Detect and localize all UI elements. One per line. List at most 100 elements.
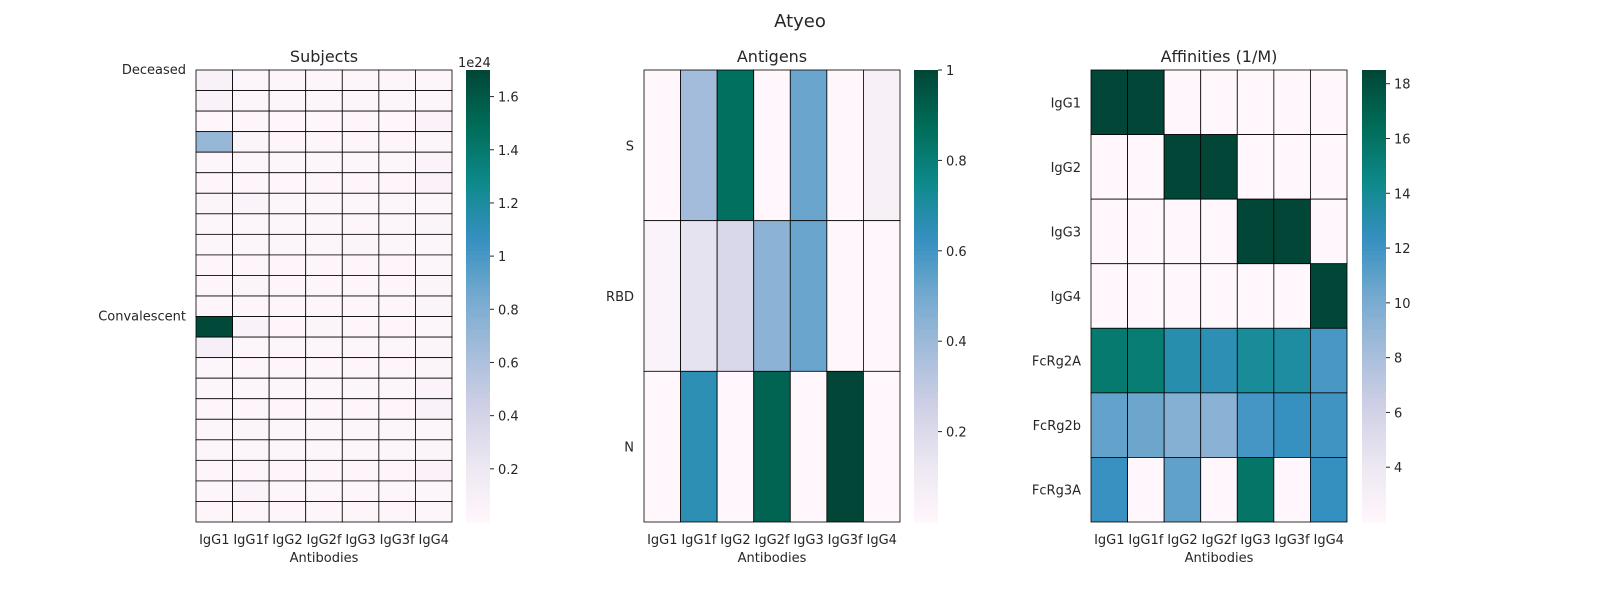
colorbar-strip xyxy=(1362,88,1386,94)
colorbar-strip xyxy=(914,393,938,399)
colorbar-strip xyxy=(1362,311,1386,316)
heatmap-cell xyxy=(1090,263,1128,329)
heatmap-cell xyxy=(415,480,453,502)
colorbar-strip xyxy=(466,115,490,120)
heatmap-cell xyxy=(1273,134,1311,200)
heatmap-cell xyxy=(341,336,380,359)
heatmap-cell xyxy=(341,295,380,317)
colorbar-strip xyxy=(466,356,490,361)
colorbar-strip xyxy=(466,439,490,444)
colorbar-strip xyxy=(466,171,490,177)
x-tick-label: IgG2f xyxy=(306,533,341,548)
heatmap-cell xyxy=(268,295,307,317)
heatmap-cell xyxy=(195,295,233,317)
colorbar-strip xyxy=(914,280,938,286)
colorbar-strip xyxy=(466,198,490,203)
colorbar-strip xyxy=(1362,73,1386,79)
heatmap-cell xyxy=(1090,392,1128,458)
x-tick-label: IgG1 xyxy=(1094,533,1124,548)
colorbar-strip xyxy=(1362,299,1386,305)
heatmap-cell xyxy=(268,316,307,338)
colorbar-strip xyxy=(1362,461,1386,467)
heatmap-cell xyxy=(1310,457,1348,523)
colorbar-tick-label: 0.6 xyxy=(498,356,519,371)
colorbar-strip xyxy=(466,476,490,482)
colorbar-strip xyxy=(466,371,490,376)
colorbar-tick-label: 0.8 xyxy=(946,154,967,169)
colorbar-strip xyxy=(1362,360,1386,365)
colorbar-strip xyxy=(914,363,938,369)
colorbar-strip xyxy=(1362,220,1386,226)
heatmap-cell xyxy=(1236,327,1275,394)
colorbar-strip xyxy=(914,333,938,339)
x-tick-label: IgG2f xyxy=(754,533,789,548)
colorbar-strip xyxy=(1362,386,1386,391)
heatmap-cell xyxy=(378,192,416,215)
colorbar-tick-label: 0.4 xyxy=(946,335,967,350)
colorbar-strip xyxy=(1362,401,1386,406)
heatmap-cell xyxy=(195,90,233,112)
colorbar-strip xyxy=(914,201,938,207)
colorbar-strip xyxy=(914,145,938,150)
colorbar-strip xyxy=(914,296,938,301)
heatmap-cell xyxy=(341,172,380,194)
heatmap-cell xyxy=(268,90,307,112)
colorbar-strip xyxy=(914,401,938,406)
heatmap-cell xyxy=(1200,457,1238,523)
heatmap-cell xyxy=(232,480,270,502)
colorbar-strip xyxy=(914,435,938,440)
colorbar-strip xyxy=(466,326,490,331)
colorbar-strip xyxy=(914,480,938,485)
colorbar-strip xyxy=(914,160,938,165)
colorbar-strip xyxy=(914,137,938,143)
heatmap-cell xyxy=(268,192,307,215)
y-tick-label: FcRg2A xyxy=(1032,355,1081,370)
heatmap-cell xyxy=(1127,327,1165,394)
colorbar-strip xyxy=(466,292,490,297)
colorbar-strip xyxy=(914,292,938,297)
colorbar-strip xyxy=(1362,446,1386,452)
heatmap-cell xyxy=(195,131,233,153)
colorbar-strip xyxy=(466,299,490,305)
heatmap-cell xyxy=(268,233,307,256)
colorbar-strip xyxy=(1362,209,1386,214)
colorbar-strip xyxy=(466,465,490,470)
colorbar-strip xyxy=(914,473,938,478)
heatmap-cell xyxy=(305,254,343,276)
colorbar-strip xyxy=(1362,70,1386,75)
heatmap-cell xyxy=(305,213,343,235)
colorbar-strip xyxy=(466,167,490,173)
heatmap-cell xyxy=(195,357,233,379)
heatmap-cell xyxy=(268,213,307,235)
heatmap-cell xyxy=(268,131,307,153)
colorbar-strip xyxy=(914,250,938,256)
colorbar-strip xyxy=(466,367,490,372)
colorbar-strip xyxy=(466,179,490,184)
heatmap-cell xyxy=(305,459,343,482)
colorbar-strip xyxy=(914,183,938,188)
heatmap-cell xyxy=(268,418,307,441)
colorbar-strip xyxy=(914,73,938,79)
heatmap-cell xyxy=(378,377,416,400)
x-tick-label: IgG1f xyxy=(681,533,716,548)
heatmap-cell xyxy=(378,418,416,441)
colorbar-strip xyxy=(914,205,938,210)
antigens-heatmap xyxy=(643,69,901,523)
colorbar-strip xyxy=(466,420,490,425)
heatmap-cell xyxy=(341,316,380,338)
colorbar-strip xyxy=(1362,420,1386,425)
colorbar-strip xyxy=(466,85,490,90)
heatmap-cell xyxy=(232,336,270,359)
heatmap-cell xyxy=(305,480,343,502)
colorbar-strip xyxy=(914,107,938,113)
colorbar-strip xyxy=(1362,292,1386,297)
heatmap-cell xyxy=(680,220,718,372)
colorbar-tick-label: 6 xyxy=(1394,406,1402,421)
heatmap-cell xyxy=(232,192,270,215)
colorbar-strip xyxy=(1362,130,1386,135)
heatmap-cell xyxy=(1163,327,1202,394)
heatmap-cell xyxy=(268,172,307,194)
heatmap-cell xyxy=(195,69,233,91)
colorbar-strip xyxy=(466,360,490,365)
colorbar-strip xyxy=(1362,273,1386,278)
